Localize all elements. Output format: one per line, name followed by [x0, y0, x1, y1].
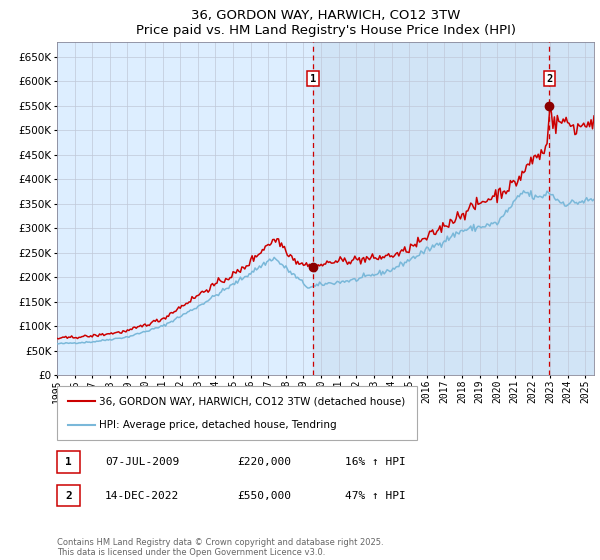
Text: 47% ↑ HPI: 47% ↑ HPI	[345, 491, 406, 501]
Text: 16% ↑ HPI: 16% ↑ HPI	[345, 457, 406, 467]
Text: £550,000: £550,000	[237, 491, 291, 501]
Text: Contains HM Land Registry data © Crown copyright and database right 2025.
This d: Contains HM Land Registry data © Crown c…	[57, 538, 383, 557]
Text: 1: 1	[310, 74, 316, 84]
Text: 07-JUL-2009: 07-JUL-2009	[105, 457, 179, 467]
Text: 2: 2	[65, 491, 72, 501]
Text: 2: 2	[546, 74, 553, 84]
Text: 1: 1	[65, 457, 72, 467]
Text: 14-DEC-2022: 14-DEC-2022	[105, 491, 179, 501]
Text: 36, GORDON WAY, HARWICH, CO12 3TW (detached house): 36, GORDON WAY, HARWICH, CO12 3TW (detac…	[99, 396, 405, 407]
Bar	[313, 42, 594, 375]
Title: 36, GORDON WAY, HARWICH, CO12 3TW
Price paid vs. HM Land Registry's House Price : 36, GORDON WAY, HARWICH, CO12 3TW Price …	[136, 8, 515, 36]
Text: HPI: Average price, detached house, Tendring: HPI: Average price, detached house, Tend…	[99, 419, 337, 430]
Text: £220,000: £220,000	[237, 457, 291, 467]
